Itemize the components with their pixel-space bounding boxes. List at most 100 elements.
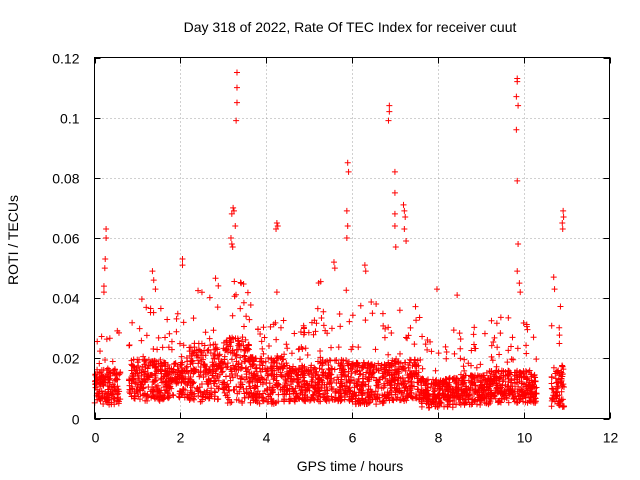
data-point	[280, 397, 287, 404]
data-point	[401, 225, 408, 232]
data-point	[258, 338, 265, 345]
chart-title: Day 318 of 2022, Rate Of TEC Index for r…	[184, 19, 517, 35]
data-point	[149, 268, 156, 275]
data-point	[241, 323, 247, 330]
data-point	[349, 312, 356, 319]
data-point	[417, 356, 424, 363]
data-point	[351, 377, 358, 384]
data-point	[437, 377, 444, 384]
data-point	[179, 359, 186, 366]
y-tick-label: 0.12	[52, 51, 79, 67]
data-point	[143, 304, 150, 311]
data-point	[361, 262, 368, 269]
data-point	[404, 371, 411, 378]
data-point	[493, 320, 500, 327]
data-point	[281, 373, 288, 380]
data-point	[182, 380, 189, 387]
data-point	[238, 280, 245, 287]
data-point	[460, 380, 467, 387]
data-point	[356, 386, 363, 393]
data-point	[407, 371, 414, 378]
data-point	[405, 361, 412, 368]
data-point	[106, 335, 113, 342]
data-point	[505, 314, 512, 321]
data-point	[517, 289, 524, 296]
data-point	[322, 358, 329, 365]
data-point	[391, 210, 398, 217]
data-point	[521, 381, 528, 388]
data-point	[442, 343, 449, 350]
data-point	[452, 375, 459, 382]
data-point	[496, 380, 503, 387]
data-point	[206, 294, 213, 301]
data-point	[486, 368, 493, 375]
data-point	[214, 373, 221, 380]
data-point	[336, 311, 343, 318]
data-point	[284, 375, 291, 382]
data-point	[375, 360, 382, 367]
data-point	[428, 348, 435, 355]
data-point	[378, 362, 385, 369]
data-point	[131, 392, 138, 399]
data-point	[530, 334, 537, 341]
data-point	[274, 381, 281, 388]
data-point	[387, 385, 394, 392]
data-point	[101, 265, 108, 272]
data-point	[491, 334, 498, 341]
data-point	[525, 382, 532, 389]
data-point	[516, 280, 523, 287]
data-point	[264, 385, 271, 392]
data-point	[461, 379, 468, 386]
data-point	[189, 360, 196, 367]
data-point	[520, 373, 527, 380]
data-point	[281, 351, 288, 358]
data-point	[481, 384, 488, 391]
data-point	[549, 395, 556, 402]
data-point	[463, 383, 470, 390]
data-point	[244, 289, 251, 296]
data-point	[514, 78, 521, 85]
data-point	[464, 391, 471, 398]
data-point	[326, 357, 333, 364]
data-point	[503, 395, 510, 402]
data-point	[173, 315, 180, 322]
data-point	[338, 382, 345, 389]
data-point	[497, 330, 504, 337]
data-point	[177, 372, 184, 379]
data-point	[212, 377, 219, 384]
data-point	[366, 393, 373, 400]
data-point	[457, 345, 464, 352]
data-point	[318, 315, 325, 322]
data-point	[140, 392, 147, 399]
data-point	[227, 377, 234, 384]
data-point	[401, 207, 408, 214]
data-point	[327, 357, 334, 364]
data-point	[485, 401, 492, 408]
data-point	[496, 374, 503, 381]
data-point	[470, 373, 477, 380]
data-point	[514, 345, 521, 352]
data-point	[431, 380, 438, 387]
data-point	[311, 317, 318, 324]
data-point	[412, 395, 419, 402]
data-point	[105, 376, 112, 383]
data-point	[243, 373, 250, 380]
data-point	[215, 282, 222, 289]
data-point	[197, 398, 204, 405]
data-point	[228, 356, 235, 363]
data-point	[301, 381, 308, 388]
data-point	[499, 378, 506, 385]
data-point	[557, 303, 564, 310]
data-point	[296, 356, 303, 363]
data-point	[282, 380, 289, 387]
x-tick-label: 6	[349, 430, 357, 446]
data-point	[239, 334, 246, 341]
data-point	[414, 357, 421, 364]
data-point	[191, 368, 198, 375]
data-point	[515, 102, 522, 109]
data-point	[362, 268, 369, 275]
data-point	[244, 345, 251, 352]
data-point	[165, 390, 172, 397]
data-point	[337, 362, 344, 369]
data-point	[348, 346, 355, 353]
